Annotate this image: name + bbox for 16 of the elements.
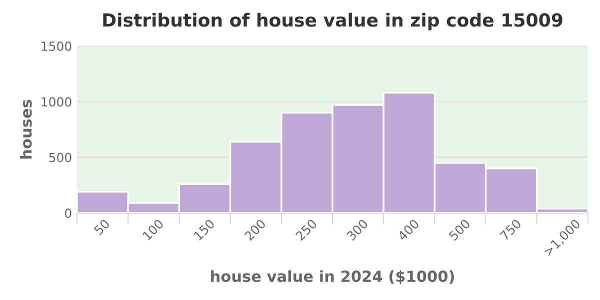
y-tick-label: 500 xyxy=(49,152,72,162)
x-tick-label: 250 xyxy=(295,218,318,241)
chart-title: Distribution of house value in zip code 15009 xyxy=(103,12,562,30)
y-tick-label: 0 xyxy=(65,208,72,218)
y-axis-title: houses xyxy=(20,100,32,159)
y-tick-label: 1000 xyxy=(42,97,72,107)
x-tick-label: 50 xyxy=(93,218,110,236)
x-tick-label: 300 xyxy=(346,218,368,241)
x-tick-label: 750 xyxy=(500,218,522,241)
y-tick-label: 1500 xyxy=(42,41,72,51)
x-tick-label: 500 xyxy=(448,218,471,241)
x-tick-label: 400 xyxy=(397,218,420,242)
x-axis-title: house value in 2024 ($1000) xyxy=(211,270,454,284)
x-tick-label: 100 xyxy=(142,218,164,241)
x-tick-label: 200 xyxy=(244,218,266,241)
x-tick-label: 150 xyxy=(193,218,216,241)
